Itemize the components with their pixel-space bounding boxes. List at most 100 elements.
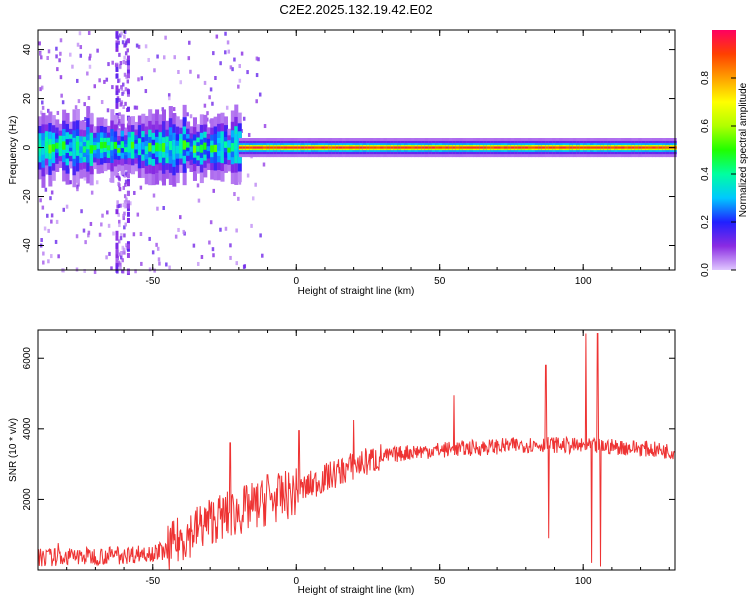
- heatmap-cell: [55, 54, 58, 59]
- heatmap-cell: [189, 69, 192, 74]
- heatmap-y-tick-label: 40: [22, 44, 33, 56]
- heatmap-cell: [188, 40, 191, 45]
- heatmap-cell: [119, 255, 123, 260]
- heatmap-cell: [255, 99, 258, 104]
- heatmap-cell: [44, 187, 48, 192]
- heatmap-cell: [238, 146, 243, 149]
- colorbar-tick-label: 0.4: [700, 167, 711, 181]
- heatmap-cell: [652, 146, 657, 149]
- heatmap-cell: [119, 33, 122, 38]
- heatmap-cell: [220, 143, 225, 152]
- heatmap-cell: [76, 42, 80, 47]
- heatmap-cell: [90, 190, 94, 195]
- heatmap-cell: [452, 146, 457, 149]
- heatmap-cell: [126, 203, 130, 209]
- heatmap-cell: [189, 146, 194, 152]
- heatmap-cell: [152, 193, 156, 198]
- heatmap-cell: [83, 176, 87, 181]
- heatmap-cell: [105, 255, 108, 260]
- heatmap-cell: [115, 235, 119, 241]
- heatmap-cell: [259, 146, 264, 149]
- heatmap-cell: [117, 147, 122, 153]
- heatmap-cell: [151, 250, 155, 255]
- heatmap-cell: [127, 141, 132, 149]
- heatmap-cell: [590, 146, 595, 149]
- heatmap-cell: [174, 234, 178, 239]
- heatmap-cell: [466, 146, 471, 149]
- heatmap-cell: [126, 246, 130, 252]
- heatmap-cell: [196, 146, 201, 152]
- heatmap-cell: [89, 221, 93, 226]
- heatmap-cell: [50, 254, 53, 259]
- heatmap-cell: [212, 51, 215, 56]
- heatmap-cell: [100, 222, 103, 227]
- heatmap-cell: [107, 62, 110, 67]
- heatmap-cell: [324, 146, 329, 149]
- heatmap-cell: [187, 56, 191, 61]
- heatmap-cell: [112, 231, 115, 236]
- heatmap-cell: [153, 68, 156, 73]
- heatmap-cell: [83, 269, 86, 274]
- heatmap-cell: [133, 190, 136, 195]
- heatmap-cell: [144, 146, 149, 155]
- heatmap-cell: [119, 61, 123, 66]
- heatmap-cell: [400, 146, 405, 149]
- heatmap-cell: [593, 146, 598, 149]
- figure-title: C2E2.2025.132.19.42.E02: [279, 2, 433, 17]
- heatmap-cell: [665, 146, 670, 149]
- heatmap-cell: [48, 144, 53, 154]
- heatmap-cell: [38, 41, 41, 46]
- heatmap-cell: [177, 69, 180, 74]
- heatmap-cell: [79, 146, 84, 153]
- heatmap-cell: [311, 146, 316, 149]
- heatmap-cell: [383, 146, 388, 149]
- heatmap-cell: [126, 268, 130, 274]
- heatmap-cell: [404, 146, 409, 149]
- heatmap-cell: [119, 262, 122, 267]
- heatmap-cell: [50, 190, 54, 195]
- heatmap-cell: [164, 35, 167, 40]
- heatmap-cell: [117, 182, 120, 187]
- snr-x-tick-label: -50: [146, 576, 161, 587]
- heatmap-cell: [126, 200, 130, 206]
- heatmap-cell: [586, 146, 591, 149]
- heatmap-cell: [43, 226, 47, 231]
- heatmap-cell: [122, 216, 126, 221]
- heatmap-cell: [165, 146, 170, 154]
- heatmap-cell: [120, 101, 123, 106]
- heatmap-cell: [179, 143, 184, 150]
- heatmap-cell: [250, 223, 253, 228]
- heatmap-cell: [565, 146, 571, 149]
- heatmap-cell: [662, 146, 667, 149]
- heatmap-cell: [40, 55, 43, 60]
- heatmap-cell: [115, 242, 119, 248]
- snr-plot-area: [38, 330, 675, 570]
- heatmap-cell: [105, 77, 109, 82]
- heatmap-cell: [122, 90, 126, 95]
- colorbar: 0.0 0.2 0.4 0.6 0.8 Normalized spectral ampl…: [700, 30, 749, 277]
- heatmap-cell: [386, 146, 391, 149]
- heatmap-cell: [545, 146, 550, 149]
- heatmap-cell: [60, 93, 63, 98]
- heatmap-cell: [658, 146, 663, 149]
- heatmap-cell: [247, 132, 251, 137]
- heatmap-cell: [393, 146, 398, 149]
- heatmap-cell: [238, 180, 242, 185]
- heatmap-cell: [249, 146, 254, 149]
- heatmap-cell: [121, 82, 125, 87]
- heatmap-cell: [380, 146, 385, 149]
- heatmap-cell: [123, 72, 127, 77]
- heatmap-cell: [172, 107, 176, 112]
- heatmap-cell: [111, 60, 114, 65]
- heatmap-cell: [262, 146, 268, 149]
- heatmap-cell: [424, 146, 429, 149]
- heatmap-cell: [118, 122, 122, 127]
- heatmap-cell: [224, 50, 227, 55]
- heatmap-x-tick-label: 50: [434, 276, 446, 287]
- heatmap-cell: [122, 250, 125, 255]
- heatmap-cell: [226, 40, 230, 45]
- heatmap-band-layer: [38, 104, 677, 188]
- heatmap-cell: [125, 39, 129, 44]
- colorbar-label: Normalized spectral amplitude: [738, 82, 749, 217]
- heatmap-cell: [428, 146, 433, 149]
